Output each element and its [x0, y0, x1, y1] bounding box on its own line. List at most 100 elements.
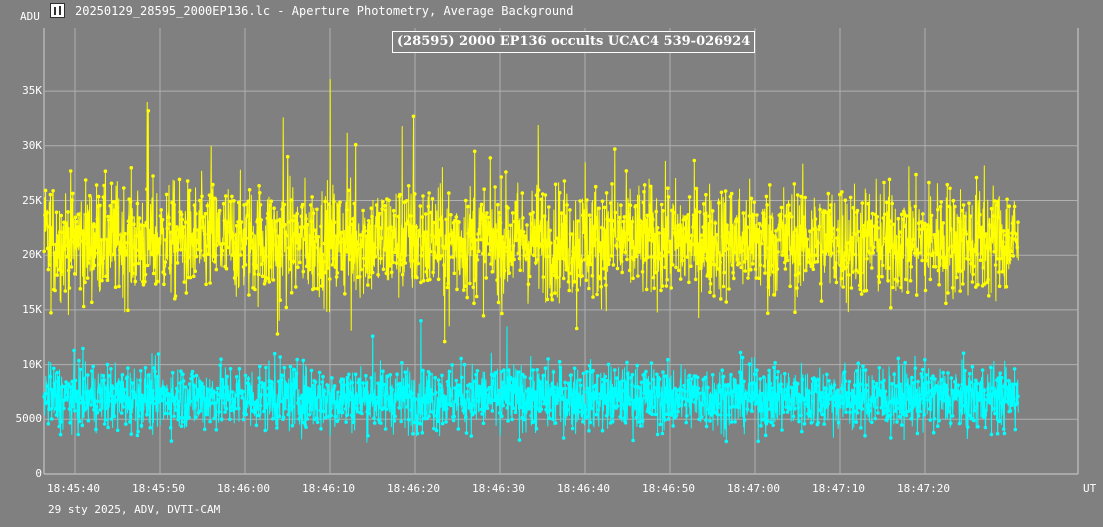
data-point	[712, 239, 717, 243]
data-point	[766, 285, 771, 290]
data-point	[221, 241, 225, 246]
data-point	[587, 213, 592, 217]
data-point	[319, 284, 324, 288]
data-point	[234, 223, 239, 228]
data-point	[678, 277, 683, 281]
data-point	[502, 241, 506, 246]
data-point	[643, 395, 648, 400]
data-point	[145, 412, 149, 417]
data-point	[310, 396, 314, 400]
data-point	[917, 393, 922, 397]
data-point	[637, 420, 641, 424]
series-comparison	[42, 319, 1020, 444]
data-point	[178, 381, 182, 385]
data-point	[277, 218, 282, 222]
data-point	[437, 228, 442, 233]
data-point	[374, 395, 378, 400]
data-point	[882, 378, 886, 383]
data-point	[987, 294, 991, 298]
data-point	[432, 426, 436, 431]
lightcurve-app-icon[interactable]	[50, 3, 65, 18]
data-point	[884, 240, 888, 244]
data-point	[923, 385, 928, 389]
data-point	[173, 408, 178, 412]
data-point	[571, 401, 576, 405]
data-point	[514, 200, 518, 205]
data-point	[585, 370, 589, 374]
data-point	[711, 262, 716, 267]
data-point	[642, 183, 647, 187]
data-point	[978, 258, 983, 263]
data-point	[621, 219, 626, 224]
data-point	[762, 264, 767, 268]
data-point	[747, 214, 752, 218]
data-point	[937, 419, 941, 423]
data-point	[831, 397, 835, 402]
data-point	[804, 397, 808, 402]
data-point	[783, 267, 788, 271]
data-point	[502, 268, 507, 273]
data-point	[481, 382, 485, 387]
data-point	[481, 251, 485, 256]
data-point	[574, 390, 578, 394]
data-point	[593, 237, 597, 242]
data-point	[79, 400, 84, 405]
data-point	[506, 419, 510, 423]
data-point	[474, 238, 478, 242]
data-point	[462, 288, 466, 292]
data-point	[94, 183, 99, 187]
data-point	[88, 248, 93, 253]
data-point	[945, 387, 950, 392]
data-point	[390, 228, 395, 233]
data-point	[97, 262, 102, 267]
data-point	[935, 252, 939, 257]
data-point	[633, 385, 637, 389]
data-point	[980, 389, 984, 394]
data-point	[525, 223, 529, 227]
data-point	[708, 290, 712, 295]
data-point	[328, 407, 333, 411]
data-point	[459, 244, 463, 249]
data-point	[899, 212, 904, 217]
data-point	[625, 372, 630, 376]
data-point	[164, 192, 169, 197]
data-point	[551, 269, 555, 274]
data-point	[847, 240, 852, 245]
data-point	[824, 233, 828, 237]
data-point	[994, 203, 998, 207]
data-point	[64, 380, 68, 384]
data-point	[939, 200, 943, 204]
data-point	[853, 401, 858, 405]
data-point	[285, 233, 289, 238]
data-point	[795, 193, 800, 197]
data-point	[382, 247, 387, 252]
data-point	[181, 225, 186, 229]
data-point	[287, 403, 292, 408]
data-point	[44, 222, 49, 226]
data-point	[967, 201, 971, 205]
data-point	[328, 277, 332, 281]
data-point	[875, 215, 879, 219]
data-point	[129, 432, 134, 436]
data-point	[272, 351, 277, 356]
data-point	[419, 253, 424, 258]
data-point	[689, 264, 693, 269]
data-point	[674, 245, 679, 250]
data-point	[1005, 197, 1009, 202]
data-point	[387, 395, 392, 399]
data-point	[988, 246, 992, 250]
data-point	[708, 282, 713, 286]
data-point	[806, 411, 810, 416]
data-point	[90, 396, 95, 401]
data-point	[936, 207, 940, 212]
data-point	[498, 220, 503, 225]
data-point	[174, 396, 178, 401]
data-point	[739, 393, 743, 398]
data-point	[881, 216, 886, 220]
data-point	[783, 371, 787, 376]
data-point	[265, 216, 270, 221]
data-point	[236, 200, 241, 205]
data-point	[811, 399, 816, 404]
data-point	[270, 417, 275, 421]
